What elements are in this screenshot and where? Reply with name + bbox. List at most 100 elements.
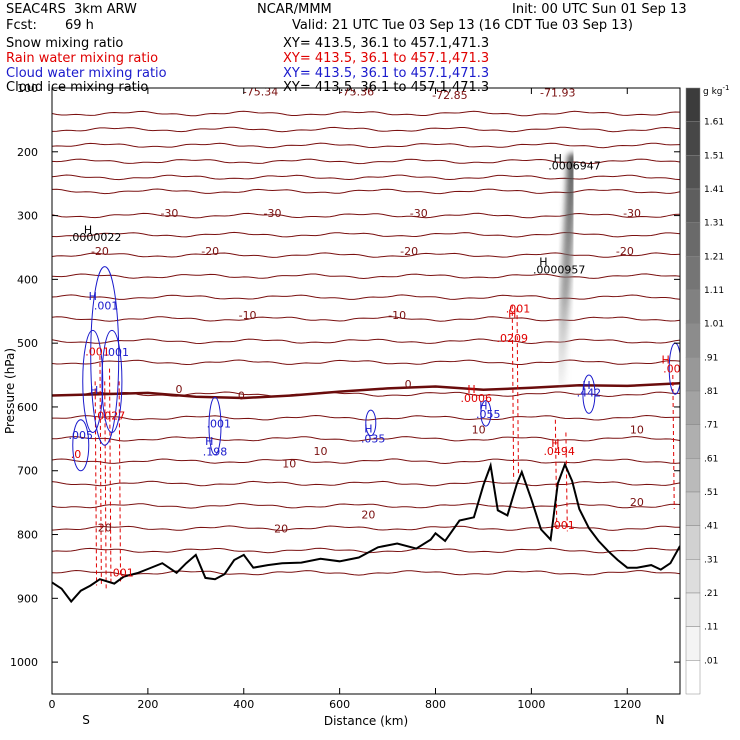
temperature-label: -10 xyxy=(239,309,257,322)
rain-label: .0027 xyxy=(94,410,126,423)
isotherm-line xyxy=(52,391,680,398)
rain-field-xy: XY= 413.5, 36.1 to 457.1,471.3 xyxy=(283,51,490,66)
y-tick-label: 700 xyxy=(17,465,38,478)
temperature-label: -20 xyxy=(91,245,109,258)
isotherm-line xyxy=(52,126,680,133)
colorbar-label: .91 xyxy=(704,353,718,363)
temperature-label: 10 xyxy=(630,424,644,437)
plot-frame xyxy=(51,87,681,695)
cloud-label: .005 xyxy=(69,429,94,442)
colorbar-unit: g kg-1 xyxy=(703,84,729,97)
isotherm-line xyxy=(52,212,680,219)
rain-water-contour xyxy=(118,381,122,583)
y-axis-label: Pressure (hPa) xyxy=(3,348,17,434)
temperature-label: -71.93 xyxy=(540,86,575,99)
y-tick-label: 900 xyxy=(17,592,38,605)
cloud-water-contour xyxy=(365,409,377,437)
isotherm-line xyxy=(52,458,680,465)
snow-field-name: Snow mixing ratio xyxy=(6,36,124,51)
temperature-label: -10 xyxy=(388,309,406,322)
x-tick-label: 1000 xyxy=(517,698,545,711)
rain-label: .001 xyxy=(506,303,531,316)
x-tick-label: 200 xyxy=(137,698,158,711)
colorbar-segment xyxy=(685,357,701,392)
colorbar-segment xyxy=(685,626,701,661)
cloud-label: H xyxy=(582,379,590,392)
cloud-field-xy: XY= 413.5, 36.1 to 457.1,471.3 xyxy=(283,66,490,81)
rain-label: H xyxy=(508,308,516,321)
colorbar-unit-exp: -1 xyxy=(723,84,730,92)
cloud-label: .442 xyxy=(577,387,602,400)
temperature-label: 20 xyxy=(98,521,112,534)
rain-water-contour xyxy=(99,355,102,586)
colorbar-segment xyxy=(685,525,701,560)
colorbar-label: .51 xyxy=(704,488,718,498)
colorbar-label: 1.21 xyxy=(704,252,724,262)
snow-field-xy: XY= 413.5, 36.1 to 457.1,471.3 xyxy=(283,36,490,51)
temperature-label: -75.34 xyxy=(243,86,278,99)
rain-field-name: Rain water mixing ratio xyxy=(6,51,159,66)
cloud-water-contour xyxy=(90,266,120,446)
cloud-label: H xyxy=(205,435,213,448)
rain-label: .00 xyxy=(663,363,681,376)
isotherm-line xyxy=(52,316,680,322)
rain-water-contour xyxy=(511,304,515,481)
temperature-label: 20 xyxy=(274,523,288,536)
temperature-label: 10 xyxy=(472,424,486,437)
cloud-label: .001 xyxy=(207,417,232,430)
rain-label: .001 xyxy=(109,567,134,580)
temperature-label: 20 xyxy=(361,509,375,522)
cloud-label: H xyxy=(89,290,97,303)
rain-label: H xyxy=(551,437,559,450)
isotherm-line xyxy=(52,142,680,149)
isotherm-line xyxy=(52,480,680,487)
cloud-label: H xyxy=(479,399,487,412)
colorbar-label: .21 xyxy=(704,589,718,599)
isotherm-line xyxy=(52,231,680,238)
cloud-water-contour xyxy=(582,374,596,414)
colorbar-segment xyxy=(685,592,701,627)
cloud-label: .198 xyxy=(203,445,228,458)
temperature-label: -30 xyxy=(264,207,282,220)
colorbar-label: .41 xyxy=(704,522,718,532)
rain-label: .0494 xyxy=(543,445,575,458)
temperature-label: 10 xyxy=(313,445,327,458)
valid-time: Valid: 21 UTC Tue 03 Sep 13 (16 CDT Tue … xyxy=(292,18,633,33)
x-tick-label: 800 xyxy=(425,698,446,711)
temperature-label: -30 xyxy=(410,207,428,220)
x-end-label-right: N xyxy=(656,713,665,727)
colorbar-label: 1.31 xyxy=(704,219,724,229)
colorbar-segment xyxy=(685,390,701,425)
cloud-label: H xyxy=(90,384,98,397)
y-tick-label: 600 xyxy=(17,401,38,414)
colorbar-segment xyxy=(685,256,701,291)
colorbar-label: .11 xyxy=(704,623,718,633)
temperature-label: -75.36 xyxy=(339,86,374,99)
isotherm-line xyxy=(52,359,680,366)
x-axis-label: Distance (km) xyxy=(324,714,408,728)
cloud-label: .001 xyxy=(94,299,119,312)
colorbar-segment xyxy=(685,458,701,493)
org-label: NCAR/MMM xyxy=(257,2,332,17)
y-tick-label: 200 xyxy=(17,146,38,159)
isotherm-line xyxy=(52,188,680,195)
y-tick-label: 300 xyxy=(17,210,38,223)
colorbar-segment xyxy=(685,188,701,223)
isotherm-line xyxy=(52,436,680,442)
colorbar-label: .01 xyxy=(704,656,718,666)
colorbar-segment xyxy=(685,323,701,358)
colorbar-segment xyxy=(685,660,701,695)
rain-water-contour xyxy=(565,432,568,532)
isotherm-line xyxy=(52,110,680,117)
y-tick-label: 500 xyxy=(17,337,38,350)
colorbar-label: 1.41 xyxy=(704,185,724,195)
freezing-level-line xyxy=(52,382,680,400)
snow-ice-label: .0000957 xyxy=(533,264,586,277)
isotherm-line xyxy=(52,338,680,345)
temperature-label: -72.85 xyxy=(432,89,467,102)
colorbar-segment xyxy=(685,289,701,324)
x-tick-label: 400 xyxy=(233,698,254,711)
fcst-label: Fcst: xyxy=(6,18,37,33)
cloud-water-contour xyxy=(72,419,90,472)
